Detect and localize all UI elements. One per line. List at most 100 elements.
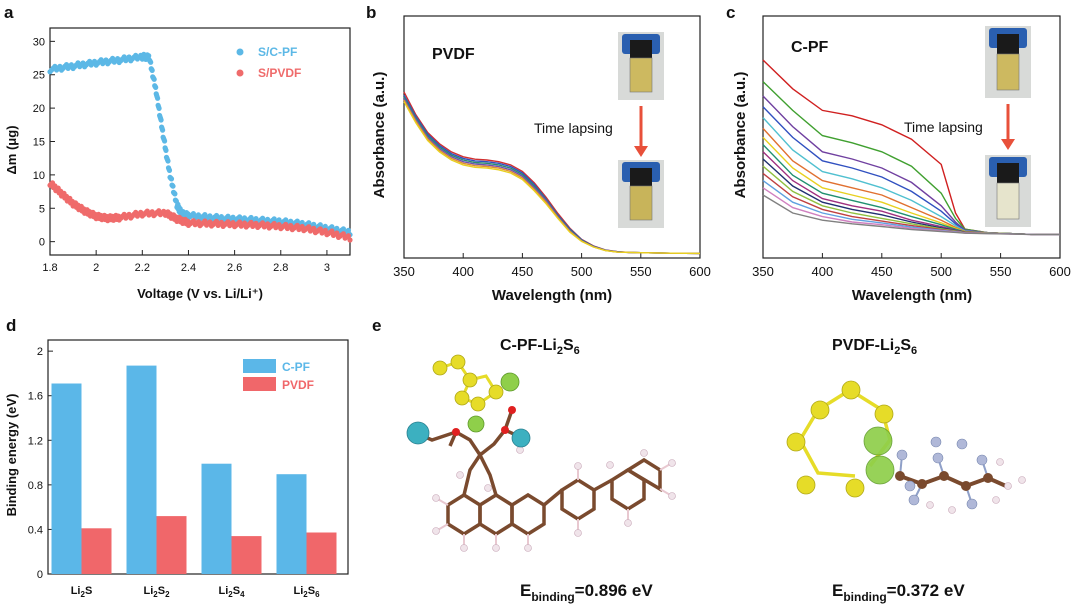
a-point xyxy=(153,84,159,90)
d-bar-c-pf-4 xyxy=(276,474,307,574)
legend-swatch-cpf xyxy=(243,359,276,373)
legend-label-s-pvdf: S/PVDF xyxy=(258,66,301,80)
fluorine-atoms xyxy=(467,372,520,433)
b-x-tick-label: 400 xyxy=(452,264,474,279)
vial-solution-yellow xyxy=(629,57,653,93)
vial-solution-yellow xyxy=(996,53,1020,91)
molecule-cpf-li2s6 xyxy=(406,354,676,552)
c-series xyxy=(762,59,1060,236)
panel-e: e C-PF-Li2S6 PVDF-Li2S6 xyxy=(372,316,1026,604)
a-point xyxy=(156,105,162,111)
a-point xyxy=(334,225,340,231)
legend-label-cpf: C-PF xyxy=(282,360,310,374)
a-point xyxy=(311,221,317,227)
d-y-tick-label: 0 xyxy=(37,569,43,581)
a-series-s-cpf xyxy=(47,51,353,238)
b-x-tick-label: 350 xyxy=(393,264,415,279)
a-point xyxy=(317,222,323,228)
plot-frame-c xyxy=(762,15,1061,259)
d-x-tick-label: Li2S6 xyxy=(293,585,320,599)
sulfur-atoms xyxy=(786,380,894,498)
a-y-ticks: 0 5 10 15 20 25 30 xyxy=(33,36,55,249)
hydrogen-atoms xyxy=(432,446,676,552)
lithium-fluorine-overlap xyxy=(863,426,895,485)
carbon-atoms xyxy=(895,471,993,491)
sulfur-atoms xyxy=(432,354,504,412)
panel-label-b: b xyxy=(366,3,376,22)
panel-label-d: d xyxy=(6,316,16,335)
a-point xyxy=(334,230,340,236)
c-title: C-PF xyxy=(791,39,829,56)
panel-d: d 0 0.4 0.8 1.2 1.6 2 Li2S Li2S2 Li2S4 Li2S6 Bin… xyxy=(4,316,349,599)
panel-label-a: a xyxy=(4,3,14,22)
vial-solution-clear xyxy=(996,182,1020,220)
e-right-title: PVDF-Li2S6 xyxy=(832,337,917,357)
a-y-tick-label: 30 xyxy=(33,36,45,48)
d-bar-c-pf-2 xyxy=(126,365,157,574)
c-series-line-15 xyxy=(762,194,1060,236)
fluorine-atoms xyxy=(896,436,988,510)
a-x-tick-label: 1.8 xyxy=(42,262,57,274)
a-point xyxy=(347,237,353,243)
c-x-tick-label: 550 xyxy=(990,264,1012,279)
d-bar-pvdf-4 xyxy=(306,532,337,574)
a-point xyxy=(146,53,152,59)
c-y-axis-label: Absorbance (a.u.) xyxy=(732,72,749,199)
c-x-tick-label: 350 xyxy=(752,264,774,279)
d-x-tick-label: Li2S4 xyxy=(218,585,245,599)
c-x-tick-label: 400 xyxy=(812,264,834,279)
legend-marker-s-pvdf xyxy=(236,69,244,77)
a-point xyxy=(306,224,312,230)
a-point xyxy=(148,59,154,65)
d-y-tick-label: 1.6 xyxy=(28,391,43,403)
a-point xyxy=(151,76,157,82)
b-x-tick-label: 450 xyxy=(512,264,534,279)
a-y-tick-label: 5 xyxy=(39,203,45,215)
panel-a: a 0 5 10 15 20 25 30 1.8 2 2.2 2.4 2.6 2.8 3 Δm (μg)… xyxy=(4,3,353,301)
a-point xyxy=(168,176,175,182)
b-vial-before xyxy=(618,32,664,100)
a-point xyxy=(306,220,312,226)
c-vial-after xyxy=(985,155,1031,227)
a-y-tick-label: 10 xyxy=(33,170,45,182)
c-x-tick-label: 500 xyxy=(930,264,952,279)
plot-frame-b xyxy=(403,15,701,259)
d-x-ticks: Li2S Li2S2 Li2S4 Li2S6 xyxy=(71,585,320,599)
d-bar-pvdf-1 xyxy=(81,528,112,574)
a-y-tick-label: 15 xyxy=(33,137,45,149)
b-time-lapsing-text: Time lapsing xyxy=(534,120,613,136)
a-x-tick-label: 3 xyxy=(324,262,330,274)
d-y-tick-label: 2 xyxy=(37,346,43,358)
plot-frame-d xyxy=(47,339,349,575)
a-point xyxy=(170,183,176,189)
panel-label-e: e xyxy=(372,316,381,335)
d-y-axis-label: Binding energy (eV) xyxy=(4,394,19,517)
a-x-tick-label: 2.2 xyxy=(135,262,150,274)
a-point xyxy=(155,95,161,101)
molecule-pvdf-li2s6 xyxy=(786,380,1026,514)
c-arrow-down-icon xyxy=(1001,139,1015,150)
a-y-tick-label: 25 xyxy=(33,70,45,82)
e-right-binding-energy: Ebinding=0.372 eV xyxy=(832,581,965,604)
a-point xyxy=(163,147,169,153)
a-point xyxy=(166,167,173,173)
vial-cap xyxy=(997,34,1019,54)
b-x-ticks: 350 400 450 500 550 600 xyxy=(393,253,711,279)
c-x-tick-label: 450 xyxy=(871,264,893,279)
hydrogen-atoms xyxy=(926,458,1026,514)
panel-c: c 350 400 450 500 550 600 C-PF Absorbance (a.… xyxy=(726,3,1071,304)
d-x-tick-label: Li2S xyxy=(71,585,93,599)
b-title: PVDF xyxy=(432,46,475,63)
d-legend: C-PF PVDF xyxy=(243,359,314,392)
a-x-tick-label: 2.6 xyxy=(227,262,242,274)
b-vial-after xyxy=(618,160,664,228)
d-y-tick-label: 0.4 xyxy=(28,524,43,536)
d-x-tick-label: Li2S2 xyxy=(143,585,170,599)
a-x-ticks: 1.8 2 2.2 2.4 2.6 2.8 3 xyxy=(42,250,330,274)
a-point xyxy=(329,224,335,230)
a-legend: S/C-PF S/PVDF xyxy=(236,45,301,80)
b-x-tick-label: 600 xyxy=(689,264,711,279)
a-x-tick-label: 2 xyxy=(93,262,99,274)
e-left-title: C-PF-Li2S6 xyxy=(500,337,580,357)
